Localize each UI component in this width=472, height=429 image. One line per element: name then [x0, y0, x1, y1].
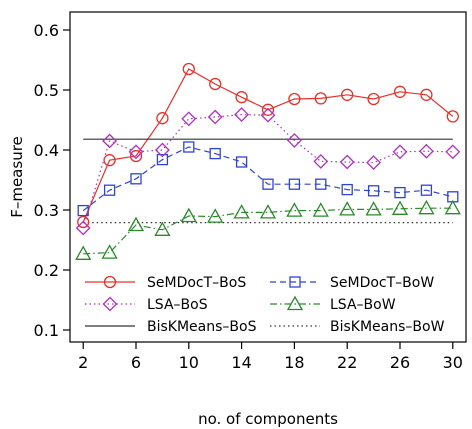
series-line-0	[82, 68, 454, 223]
series-line-1	[82, 146, 453, 212]
data-point-0	[446, 110, 459, 123]
data-point-2	[418, 143, 434, 159]
y-axis-title: F–measure	[8, 136, 26, 218]
data-point-0	[235, 91, 248, 104]
data-point-0	[420, 88, 433, 101]
data-point-0	[103, 154, 116, 167]
data-point-1	[262, 178, 274, 190]
data-point-3	[286, 202, 303, 217]
data-point-0	[129, 149, 143, 163]
data-point-3	[127, 216, 145, 232]
x-tick-label: 30	[443, 353, 463, 372]
data-point-1	[103, 184, 116, 196]
data-point-0	[341, 88, 354, 101]
data-point-0	[209, 77, 222, 91]
x-tick-label: 22	[337, 353, 357, 372]
data-point-1	[315, 178, 327, 190]
data-point-0	[367, 92, 380, 106]
data-point-1	[183, 141, 195, 153]
x-tick-label: 6	[131, 353, 141, 372]
x-tick-label: 18	[284, 353, 304, 372]
data-point-2	[128, 144, 144, 160]
legend-marker	[103, 275, 117, 289]
data-point-3	[365, 201, 382, 216]
data-point-2	[181, 111, 197, 127]
legend-label: LSA–BoW	[330, 297, 396, 313]
legend-label: SeMDocT–BoS	[147, 275, 246, 291]
data-point-1	[235, 156, 248, 168]
data-point-2	[75, 220, 91, 236]
legend-label: BisKMeans–BoS	[147, 319, 257, 335]
data-point-2	[234, 107, 250, 123]
x-tick-label: 10	[179, 353, 199, 372]
legend-marker	[286, 295, 304, 311]
data-point-3	[180, 207, 197, 223]
data-point-0	[314, 92, 327, 105]
data-point-0	[77, 215, 90, 229]
data-point-3	[418, 199, 435, 215]
legend-label: SeMDocT–BoW	[330, 275, 434, 291]
data-point-0	[182, 62, 195, 76]
x-axis: 2 6 10 14 18 22 26 30	[78, 342, 463, 372]
x-axis-title: no. of components	[198, 410, 338, 428]
data-point-3	[207, 208, 224, 223]
data-point-3	[259, 204, 277, 219]
data-point-1	[341, 183, 353, 196]
data-point-3	[154, 221, 171, 236]
data-point-2	[339, 154, 355, 170]
data-point-1	[367, 185, 380, 197]
y-tick-label: 0.1	[34, 321, 59, 340]
data-point-0	[156, 112, 169, 125]
data-point-2	[313, 153, 329, 169]
data-point-1	[130, 173, 142, 185]
x-tick-label: 26	[390, 353, 410, 372]
legend-marker	[289, 276, 301, 288]
data-point-0	[393, 85, 407, 98]
data-point-2	[366, 155, 382, 171]
y-tick-label: 0.4	[34, 141, 59, 160]
series-markers	[75, 62, 461, 260]
data-point-3	[339, 201, 356, 216]
data-point-1	[420, 184, 433, 196]
plot-frame	[69, 11, 467, 343]
x-tick-label: 14	[231, 353, 251, 372]
data-point-2	[260, 107, 276, 123]
y-tick-label: 0.6	[34, 21, 59, 40]
y-tick-label: 0.5	[34, 81, 59, 100]
data-point-3	[75, 245, 92, 260]
data-point-2	[154, 142, 170, 158]
data-point-2	[392, 144, 408, 160]
data-point-1	[209, 147, 221, 160]
data-point-1	[394, 186, 406, 199]
data-point-0	[288, 92, 301, 106]
y-tick-label: 0.2	[34, 261, 59, 280]
data-point-2	[286, 132, 302, 148]
data-point-3	[312, 202, 329, 217]
data-point-2	[102, 133, 118, 149]
legend-label: LSA–BoS	[147, 297, 208, 313]
series-line-3	[83, 207, 453, 255]
y-axis: 0.1 0.2 0.3 0.4 0.5 0.6	[34, 21, 70, 340]
data-point-1	[288, 178, 301, 190]
legend: SeMDocT–BoS SeMDocT–BoW LSA–BoS LSA–BoW BisK…	[80, 268, 462, 338]
x-tick-label: 2	[78, 353, 88, 372]
data-point-0	[261, 103, 275, 116]
data-point-2	[207, 109, 223, 125]
data-point-3	[101, 244, 118, 259]
data-point-1	[156, 153, 169, 166]
data-point-2	[445, 144, 461, 160]
data-point-3	[391, 200, 409, 215]
y-tick-label: 0.3	[34, 201, 59, 220]
legend-marker	[102, 296, 118, 312]
data-point-3	[444, 199, 461, 215]
data-point-1	[77, 204, 89, 217]
series-line-2	[82, 113, 453, 229]
legend-label: BisKMeans–BoW	[330, 319, 445, 335]
data-point-3	[233, 204, 250, 219]
